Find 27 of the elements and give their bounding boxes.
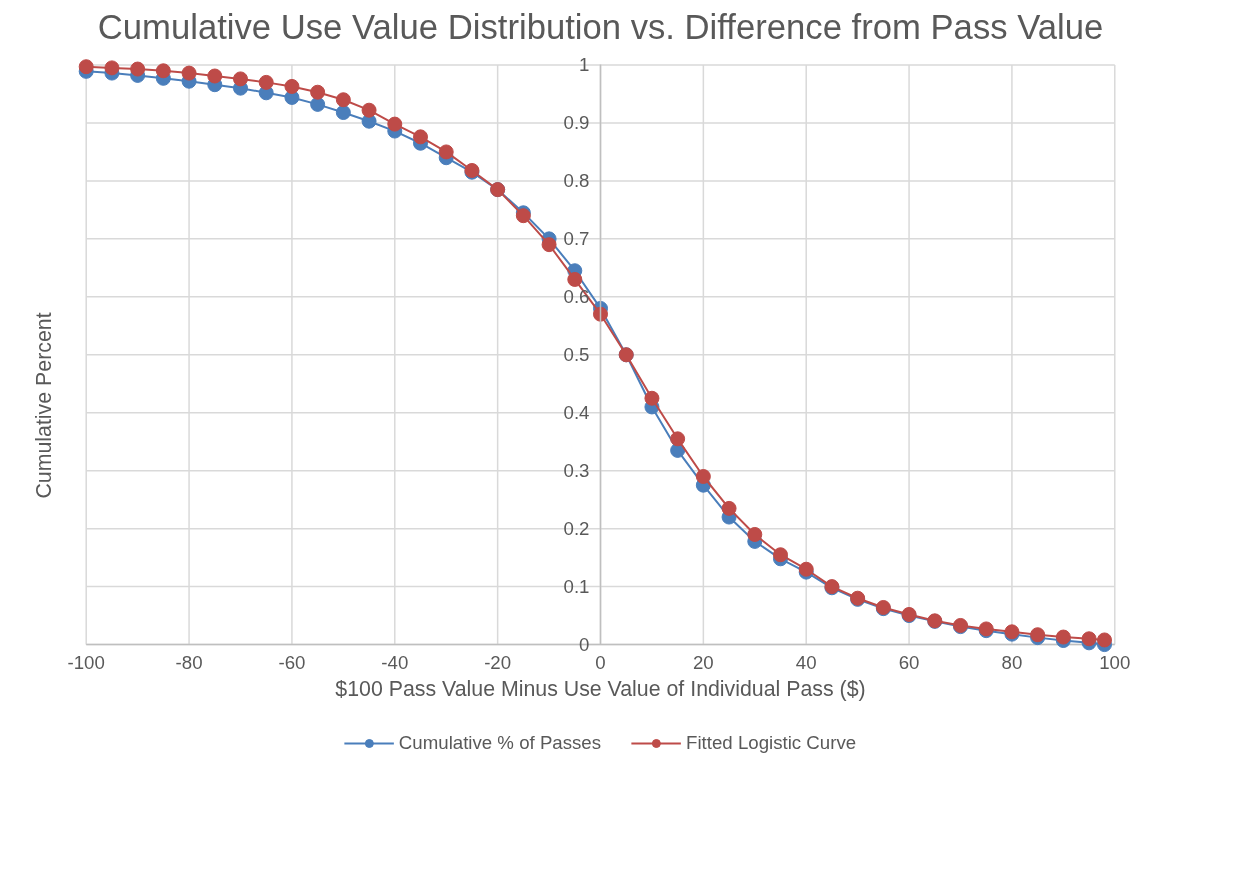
y-tick-label: 1 [579,54,590,76]
y-tick-label: 0.9 [563,112,590,134]
y-tick-label: 0.7 [563,228,590,250]
y-tick-label: 0 [579,634,590,656]
legend-label: Fitted Logistic Curve [686,732,857,754]
x-tick-label: 80 [1001,651,1023,673]
x-tick-label: -60 [278,651,306,673]
y-tick-label: 0.2 [563,518,590,540]
y-tick-label: 0.1 [563,576,590,598]
chart-title: Cumulative Use Value Distribution vs. Difference from Pass Value [97,7,1104,46]
x-tick-label: -40 [381,651,409,673]
y-tick-label: 0.5 [563,344,590,366]
legend-label: Cumulative % of Passes [398,732,602,754]
x-axis-title: $100 Pass Value Minus Use Value of Individual Pass ($) [335,676,866,701]
y-axis-title: Cumulative Percent [31,312,56,499]
x-tick-label: 60 [898,651,920,673]
x-tick-label: 20 [692,651,714,673]
x-tick-label: 100 [1099,651,1131,673]
y-tick-label: 0.6 [563,286,590,308]
x-tick-label: -100 [67,651,105,673]
y-tick-label: 0.8 [563,170,590,192]
y-tick-label: 0.4 [563,402,590,424]
x-tick-label: -80 [175,651,203,673]
y-tick-label: 0.3 [563,460,590,482]
x-tick-label: 0 [595,651,606,673]
x-tick-label: -20 [484,651,512,673]
x-tick-label: 40 [795,651,817,673]
